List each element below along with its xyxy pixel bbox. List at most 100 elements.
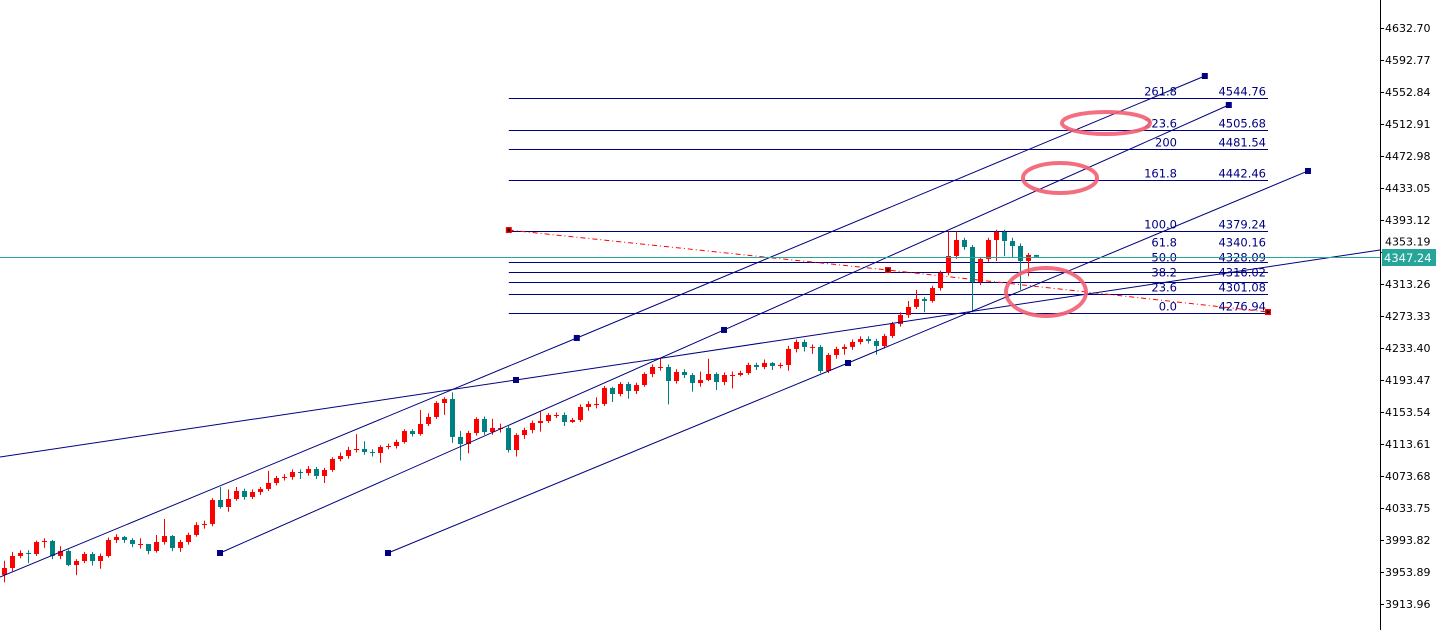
- candle-body: [978, 258, 983, 282]
- candle-down: [218, 486, 223, 509]
- candle-up: [210, 498, 215, 527]
- fib-baseline[interactable]: [508, 229, 1269, 313]
- candle-up: [538, 410, 543, 432]
- candle-down: [26, 550, 31, 564]
- candle-down: [450, 392, 455, 443]
- fibonacci-retracement[interactable]: 261.8 4544.76 223.6 4505.68 200 4481.54 161.8 4…: [505, 85, 1271, 316]
- candle-up: [58, 546, 63, 560]
- trendline-handle[interactable]: [845, 359, 851, 366]
- candle-body: [266, 482, 271, 489]
- trendline-handle[interactable]: [721, 326, 727, 333]
- candle-up: [386, 443, 391, 450]
- candle-up: [634, 382, 639, 395]
- candle-up: [378, 445, 383, 463]
- candle-body: [650, 366, 655, 374]
- candle-up: [858, 336, 863, 345]
- candle-body: [778, 364, 783, 366]
- candle-up: [546, 413, 551, 423]
- candle-body: [138, 544, 143, 546]
- candle-body: [98, 555, 103, 562]
- candle-down: [130, 538, 135, 548]
- candle-down: [242, 488, 247, 500]
- candle-up: [674, 369, 679, 384]
- candle-up: [322, 467, 327, 483]
- candle-up: [906, 301, 911, 318]
- candle-body: [882, 335, 887, 346]
- trendline-handle[interactable]: [1305, 167, 1311, 174]
- candle-body: [346, 450, 351, 457]
- candle-down: [506, 426, 511, 453]
- candle-body: [674, 371, 679, 382]
- candle-body: [74, 561, 79, 566]
- candle-body: [2, 567, 7, 575]
- trendlines[interactable]: [0, 73, 1381, 578]
- candle-up: [722, 372, 727, 386]
- candle-down: [122, 535, 127, 544]
- candle-body: [586, 404, 591, 407]
- candle-body: [810, 346, 815, 348]
- candle-body: [738, 373, 743, 376]
- trendline-handle[interactable]: [1201, 73, 1208, 80]
- candle-up: [602, 385, 607, 407]
- fib-price-label: 4276.94: [1218, 300, 1266, 314]
- candle-up: [738, 370, 743, 377]
- candle-body: [986, 239, 991, 259]
- price-axis[interactable]: 4632.70 4592.77 4552.84 4512.91 4472.98 4433.…: [1380, 0, 1431, 630]
- candle-up: [914, 289, 919, 310]
- trendline[interactable]: [0, 249, 1381, 458]
- candle-up: [650, 364, 655, 378]
- candle-up: [186, 532, 191, 545]
- trendline-handle[interactable]: [385, 549, 391, 556]
- candle-up: [730, 371, 735, 389]
- candle-down: [626, 381, 631, 399]
- candle-up: [106, 537, 111, 558]
- candle-down: [690, 373, 695, 392]
- trendline-handle[interactable]: [513, 376, 519, 383]
- candle-down: [482, 416, 487, 435]
- candle-body: [602, 387, 607, 405]
- candle-body: [610, 387, 615, 395]
- candle-body: [490, 427, 495, 432]
- candle-body: [786, 348, 791, 365]
- candle-up: [842, 344, 847, 355]
- fib-price-label: 4481.54: [1218, 136, 1266, 150]
- trendline[interactable]: [0, 75, 1205, 578]
- candle-down: [370, 449, 375, 457]
- candle-up: [194, 522, 199, 537]
- candle-up: [250, 489, 255, 499]
- candle-body: [954, 239, 959, 256]
- fib-level-label: 38.2: [1151, 266, 1177, 280]
- candle-up: [706, 358, 711, 382]
- candle-up: [898, 312, 903, 327]
- fib-level-label: 161.8: [1144, 167, 1177, 181]
- fib-level-label: 261.8: [1144, 85, 1177, 99]
- candle-down: [170, 535, 175, 552]
- candle-body: [834, 348, 839, 355]
- candle-body: [946, 255, 951, 273]
- candle-body: [466, 433, 471, 445]
- candle-body: [634, 385, 639, 391]
- axis-tick-label: 3913.96: [1385, 598, 1431, 611]
- candle-body: [962, 239, 967, 248]
- candle-body: [474, 419, 479, 434]
- candle-body: [1010, 241, 1015, 246]
- fib-handle-core: [507, 228, 511, 232]
- trendline-handle[interactable]: [573, 334, 580, 341]
- candle-down: [146, 543, 151, 555]
- trendline-handle[interactable]: [217, 549, 223, 556]
- candle-down: [818, 345, 823, 374]
- candle-down: [1034, 254, 1039, 257]
- axis-tick-label: 4033.75: [1385, 502, 1431, 515]
- candle-down: [770, 361, 775, 370]
- candle-body: [618, 383, 623, 395]
- candle-up: [850, 339, 855, 350]
- candle-up: [466, 430, 471, 454]
- candle-body: [890, 323, 895, 336]
- candle-body: [50, 540, 55, 556]
- candle-body: [370, 452, 375, 454]
- candle-body: [458, 436, 463, 445]
- candle-body: [162, 536, 167, 543]
- trendline-handle[interactable]: [1225, 102, 1232, 109]
- candle-up: [530, 420, 535, 434]
